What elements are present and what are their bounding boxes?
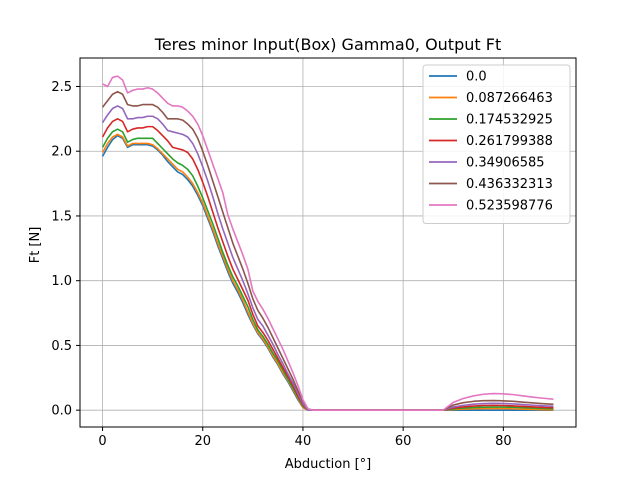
x-axis-ticks: 0 20 40 60 80 [98,427,512,449]
legend-label: 0.436332313 [466,177,553,192]
y-tick-label: 1.5 [51,209,72,224]
y-tick-label: 1.0 [51,274,72,289]
legend-label: 0.523598776 [466,199,553,214]
legend: 0.0 0.087266463 0.174532925 0.261799388 0.34… [422,64,571,224]
y-tick-label: 0.5 [51,339,72,354]
x-tick-label: 80 [495,434,512,449]
series-line-7 [102,75,554,411]
y-tick-label: 2.5 [51,80,72,95]
y-axis-ticks: 0.0 0.5 1.0 1.5 2.0 2.5 [51,80,80,419]
y-tick-label: 2.0 [51,145,72,160]
legend-label: 0.34906585 [466,156,545,171]
legend-label: 0.261799388 [466,134,553,149]
chart-title: Teres minor Input(Box) Gamma0, Output Ft [154,35,501,54]
x-tick-label: 60 [395,434,412,449]
legend-label: 0.087266463 [466,91,553,106]
series-lines [101,75,554,411]
y-axis-label: Ft [N] [28,227,43,264]
x-tick-label: 40 [295,434,312,449]
series-line-5 [101,105,554,411]
legend-label: 0.174532925 [466,113,553,128]
series-line-6 [101,90,554,411]
legend-box [422,64,571,224]
legend-label: 0.0 [466,70,487,85]
x-tick-label: 20 [194,434,211,449]
x-tick-label: 0 [98,434,106,449]
y-tick-label: 0.0 [51,404,72,419]
x-axis-label: Abduction [°] [285,457,371,472]
plot-area-frame [79,57,577,428]
series-line-4 [101,118,554,411]
